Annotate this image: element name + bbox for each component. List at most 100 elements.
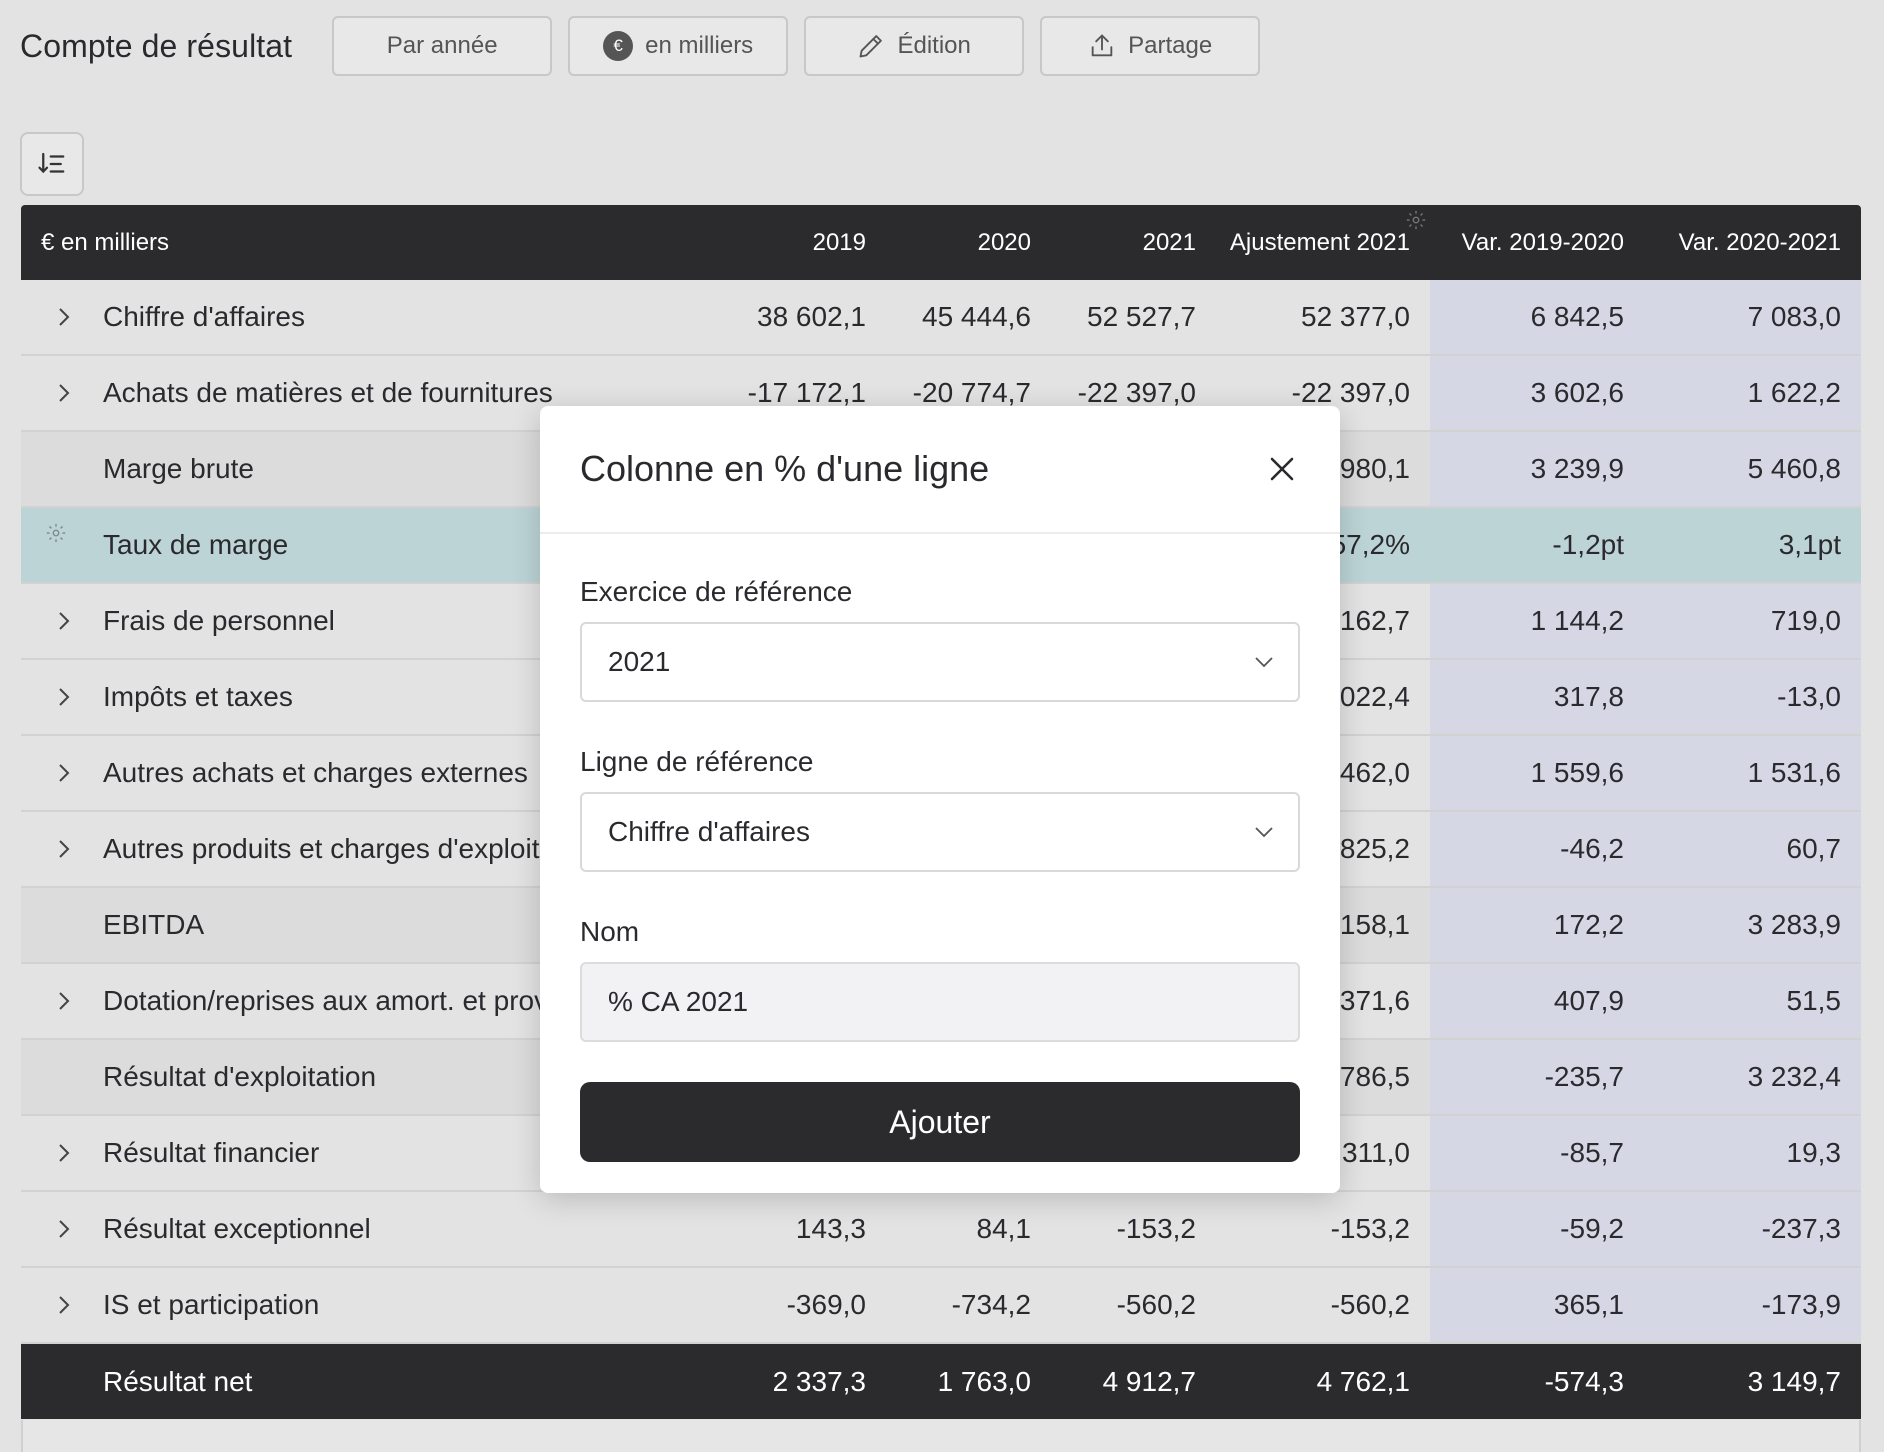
reference-year-select[interactable]: 2021 bbox=[580, 622, 1300, 702]
cell-var-2: -13,0 bbox=[1646, 660, 1861, 734]
cell-var-1: 317,8 bbox=[1430, 660, 1646, 734]
cell-adjustment: 4 762,1 bbox=[1316, 1365, 1410, 1397]
edit-label: Édition bbox=[897, 32, 971, 59]
gear-icon[interactable] bbox=[1405, 209, 1427, 231]
cell-adjustment: -22 397,0 bbox=[1291, 377, 1410, 408]
chevron-right-icon[interactable] bbox=[21, 610, 103, 632]
table-row[interactable]: Dotation/reprises aux amort. et provisio… bbox=[21, 964, 1861, 1040]
row-label: Autres produits et charges d'exploitatio… bbox=[103, 833, 601, 864]
cell-2020: -734,2 bbox=[951, 1289, 1031, 1320]
cell-var-2: -237,3 bbox=[1646, 1192, 1861, 1266]
chevron-right-icon[interactable] bbox=[21, 382, 103, 404]
share-label: Partage bbox=[1128, 32, 1213, 59]
cell-2021: -22 397,0 bbox=[1077, 377, 1196, 408]
cell-var-2: 7 083,0 bbox=[1646, 280, 1861, 354]
cell-adjustment: 786,5 bbox=[1339, 1061, 1410, 1092]
line-field-label: Ligne de référence bbox=[580, 746, 814, 777]
row-label: Résultat exceptionnel bbox=[103, 1213, 371, 1244]
cell-adjustment: 462,0 bbox=[1339, 757, 1410, 788]
add-button[interactable]: Ajouter bbox=[580, 1082, 1300, 1162]
chevron-right-icon[interactable] bbox=[21, 306, 103, 328]
toolbar: Compte de résultat Par année € en millie… bbox=[20, 16, 1276, 76]
cell-2021: -560,2 bbox=[1116, 1289, 1196, 1320]
chevron-right-icon[interactable] bbox=[21, 1294, 103, 1316]
edit-button[interactable]: Édition bbox=[804, 16, 1025, 76]
cell-adjustment: 57,2% bbox=[1330, 529, 1410, 560]
sort-list-icon bbox=[38, 152, 65, 174]
reference-line-select[interactable]: Chiffre d'affaires bbox=[580, 792, 1300, 872]
cell-var-1: 1 559,6 bbox=[1430, 736, 1646, 810]
row-label: Impôts et taxes bbox=[103, 681, 293, 712]
cell-adjustment: 371,6 bbox=[1339, 985, 1410, 1016]
cell-var-1: 3 239,9 bbox=[1430, 432, 1646, 506]
cell-2019: -17 172,1 bbox=[747, 377, 866, 408]
table-row[interactable]: Résultat exceptionnel 143,3 84,1 -153,2 … bbox=[21, 1192, 1861, 1268]
cell-adjustment: 825,2 bbox=[1339, 833, 1410, 864]
cell-2020: 84,1 bbox=[976, 1213, 1032, 1244]
cell-adjustment: 980,1 bbox=[1339, 453, 1410, 484]
row-label: EBITDA bbox=[103, 909, 205, 940]
close-button[interactable] bbox=[1264, 451, 1300, 487]
row-label: Autres achats et charges externes bbox=[103, 757, 528, 788]
row-label: Dotation/reprises aux amort. et provisio… bbox=[103, 985, 620, 1016]
chevron-right-icon[interactable] bbox=[21, 686, 103, 708]
header-label: € en milliers bbox=[41, 228, 170, 256]
cell-var-2: 719,0 bbox=[1646, 584, 1861, 658]
cell-adjustment: -560,2 bbox=[1330, 1289, 1410, 1320]
cell-var-1: -59,2 bbox=[1430, 1192, 1646, 1266]
name-input[interactable]: % CA 2021 bbox=[580, 962, 1300, 1042]
cell-2020: 1 763,0 bbox=[937, 1365, 1031, 1397]
close-icon bbox=[1270, 457, 1294, 481]
period-button[interactable]: Par année bbox=[332, 16, 553, 76]
cell-2019: 2 337,3 bbox=[772, 1365, 866, 1397]
cell-var-2: 1 531,6 bbox=[1646, 736, 1861, 810]
gear-icon[interactable] bbox=[45, 522, 67, 544]
dialog-title: Colonne en % d'une ligne bbox=[580, 448, 990, 489]
row-label: Taux de marge bbox=[103, 529, 289, 560]
table-row[interactable]: IS et participation -369,0 -734,2 -560,2… bbox=[21, 1268, 1861, 1344]
cell-adjustment: 162,7 bbox=[1339, 605, 1410, 636]
table-header: € en milliers 2019 2020 2021 Ajustement … bbox=[21, 205, 1861, 280]
cell-var-1: 3 602,6 bbox=[1430, 356, 1646, 430]
cell-var-2: 3 232,4 bbox=[1646, 1040, 1861, 1114]
share-button[interactable]: Partage bbox=[1040, 16, 1261, 76]
row-label: IS et participation bbox=[103, 1289, 320, 1320]
cell-var-2: 1 622,2 bbox=[1646, 356, 1861, 430]
reference-line-value: Chiffre d'affaires bbox=[608, 816, 810, 847]
cell-var-2: -173,9 bbox=[1646, 1268, 1861, 1342]
table-row-total[interactable]: Résultat net 2 337,3 1 763,0 4 912,7 4 7… bbox=[21, 1344, 1861, 1419]
header-var-2020-2021[interactable]: Var. 2020-2021 bbox=[1678, 228, 1841, 256]
page-title: Compte de résultat bbox=[20, 27, 293, 64]
cell-var-1: 1 144,2 bbox=[1430, 584, 1646, 658]
cell-var-2: 60,7 bbox=[1646, 812, 1861, 886]
chevron-down-icon bbox=[1255, 657, 1273, 668]
header-2021[interactable]: 2021 bbox=[1142, 228, 1196, 256]
chevron-right-icon[interactable] bbox=[21, 1142, 103, 1164]
cell-var-2: 19,3 bbox=[1646, 1116, 1861, 1190]
cell-2021: -153,2 bbox=[1116, 1213, 1196, 1244]
cell-var-1: 172,2 bbox=[1430, 888, 1646, 962]
header-var-2019-2020[interactable]: Var. 2019-2020 bbox=[1461, 228, 1624, 256]
table-row[interactable]: Chiffre d'affaires 38 602,1 45 444,6 52 … bbox=[21, 280, 1861, 356]
cell-var-1: 407,9 bbox=[1430, 964, 1646, 1038]
sort-button[interactable] bbox=[20, 132, 84, 196]
chevron-right-icon[interactable] bbox=[21, 762, 103, 784]
year-field-label: Exercice de référence bbox=[580, 576, 853, 607]
header-2020[interactable]: 2020 bbox=[977, 228, 1031, 256]
row-label: Marge brute bbox=[103, 453, 254, 484]
chevron-down-icon bbox=[1255, 827, 1273, 838]
cell-var-1: 365,1 bbox=[1430, 1268, 1646, 1342]
cell-adjustment: 311,0 bbox=[1342, 1137, 1410, 1168]
dialog-header: Colonne en % d'une ligne bbox=[540, 406, 1340, 534]
chevron-right-icon[interactable] bbox=[21, 838, 103, 860]
chevron-right-icon[interactable] bbox=[21, 1218, 103, 1240]
header-adjustment-2021[interactable]: Ajustement 2021 bbox=[1229, 228, 1410, 256]
cell-var-1: -85,7 bbox=[1430, 1116, 1646, 1190]
cell-var-2: 5 460,8 bbox=[1646, 432, 1861, 506]
row-label: Résultat net bbox=[103, 1365, 253, 1397]
row-label: Chiffre d'affaires bbox=[103, 301, 305, 332]
currency-button[interactable]: € en milliers bbox=[568, 16, 789, 76]
cell-var-2: 3,1pt bbox=[1646, 508, 1861, 582]
chevron-right-icon[interactable] bbox=[21, 990, 103, 1012]
header-2019[interactable]: 2019 bbox=[812, 228, 866, 256]
